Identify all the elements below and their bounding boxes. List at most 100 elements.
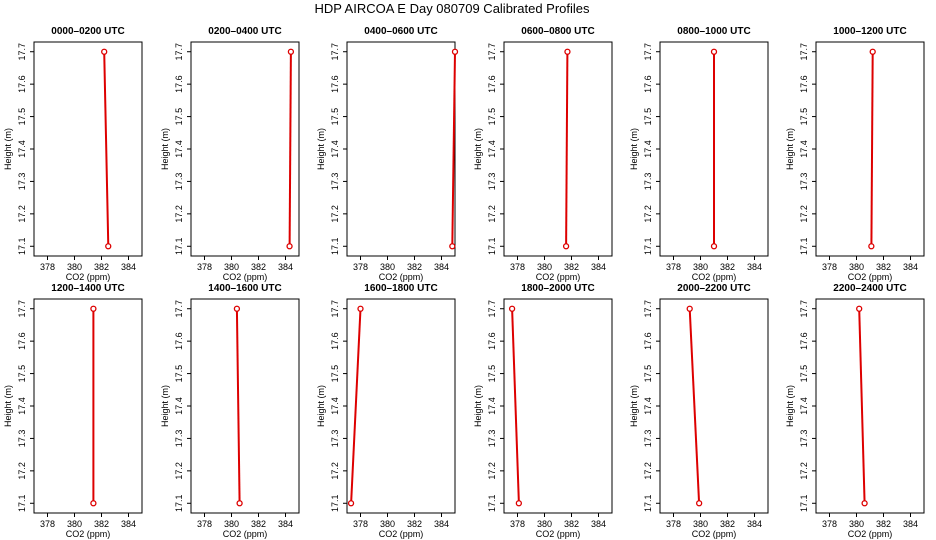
profile-panel: 0600–0800 UTC 378 380 382 384 CO2 (ppm) 17.1 17… xyxy=(473,26,613,282)
panel-title: 1800–2000 UTC xyxy=(521,283,594,294)
profile-point xyxy=(696,500,703,507)
profile-line xyxy=(451,51,456,247)
x-tick-label: 378 xyxy=(510,262,525,272)
y-axis-label: Height (m) xyxy=(785,128,795,170)
profile-point xyxy=(515,500,522,507)
y-tick-label: 17.1 xyxy=(330,495,340,513)
x-tick-label: 382 xyxy=(876,519,891,529)
profile-point xyxy=(357,305,364,312)
figure-title: HDP AIRCOA E Day 080709 Calibrated Profi… xyxy=(314,1,590,16)
y-tick-label: 17.1 xyxy=(799,238,809,256)
x-tick-label: 380 xyxy=(224,519,239,529)
y-axis-label: Height (m) xyxy=(160,385,170,427)
y-axis-label: Height (m) xyxy=(3,128,13,170)
y-tick-label: 17.4 xyxy=(330,140,340,158)
y-tick-label: 17.3 xyxy=(174,173,184,191)
y-tick-label: 17.6 xyxy=(17,75,27,93)
profile-line xyxy=(565,51,569,247)
profile-point xyxy=(562,243,570,250)
y-tick-label: 17.3 xyxy=(643,173,653,191)
y-axis-label: Height (m) xyxy=(629,128,639,170)
x-tick-label: 380 xyxy=(693,262,708,272)
panel-title: 0400–0600 UTC xyxy=(364,26,437,37)
profile-point xyxy=(856,305,863,312)
y-tick-label: 17.2 xyxy=(17,462,27,480)
x-tick-label: 384 xyxy=(747,519,762,529)
x-axis-label: CO2 (ppm) xyxy=(66,529,111,539)
y-tick-label: 17.1 xyxy=(17,238,27,256)
profile-line xyxy=(688,308,701,504)
profile-point xyxy=(710,243,718,250)
profile-line xyxy=(511,308,520,504)
panel-title: 2200–2400 UTC xyxy=(833,283,906,294)
x-tick-label: 384 xyxy=(591,519,606,529)
x-axis-label: CO2 (ppm) xyxy=(66,272,111,282)
y-tick-label: 17.7 xyxy=(330,300,340,318)
y-tick-label: 17.5 xyxy=(330,108,340,126)
x-tick-label: 382 xyxy=(876,262,891,272)
profile-point xyxy=(236,500,243,507)
x-axis-label: CO2 (ppm) xyxy=(536,272,581,282)
x-tick-label: 378 xyxy=(353,262,368,272)
panel-title: 1200–1400 UTC xyxy=(51,283,124,294)
y-tick-label: 17.2 xyxy=(799,205,809,223)
y-tick-label: 17.7 xyxy=(799,43,809,61)
y-axis-label: Height (m) xyxy=(473,128,483,170)
x-tick-label: 384 xyxy=(278,262,293,272)
profile-panel: 2000–2200 UTC 378 380 382 384 CO2 (ppm) 17.1 17… xyxy=(629,283,769,539)
x-tick-label: 378 xyxy=(666,262,681,272)
x-tick-label: 384 xyxy=(434,262,449,272)
y-tick-label: 17.3 xyxy=(17,173,27,191)
y-tick-label: 17.2 xyxy=(487,205,497,223)
y-tick-label: 17.1 xyxy=(330,238,340,256)
x-tick-label: 380 xyxy=(67,262,82,272)
panel-title: 1400–1600 UTC xyxy=(208,283,281,294)
y-tick-label: 17.5 xyxy=(174,108,184,126)
x-axis-label: CO2 (ppm) xyxy=(848,529,893,539)
x-tick-label: 380 xyxy=(380,519,395,529)
y-tick-label: 17.1 xyxy=(643,495,653,513)
y-tick-label: 17.3 xyxy=(643,430,653,448)
profile-panel: 1400–1600 UTC 378 380 382 384 CO2 (ppm) 17.1 17… xyxy=(160,283,300,539)
y-tick-label: 17.2 xyxy=(643,205,653,223)
x-tick-label: 384 xyxy=(278,519,293,529)
profile-line xyxy=(858,308,866,504)
y-tick-label: 17.4 xyxy=(799,397,809,415)
y-axis-label: Height (m) xyxy=(160,128,170,170)
profile-point xyxy=(287,48,295,55)
y-tick-label: 17.6 xyxy=(643,75,653,93)
panel-title: 1000–1200 UTC xyxy=(833,26,906,37)
profile-point xyxy=(861,500,868,507)
y-tick-label: 17.3 xyxy=(799,173,809,191)
profile-point xyxy=(710,48,718,55)
x-tick-label: 382 xyxy=(720,519,735,529)
x-tick-label: 380 xyxy=(693,519,708,529)
x-axis-label: CO2 (ppm) xyxy=(223,529,268,539)
y-tick-label: 17.6 xyxy=(799,332,809,350)
x-tick-label: 380 xyxy=(537,262,552,272)
y-tick-label: 17.3 xyxy=(487,430,497,448)
x-tick-label: 382 xyxy=(94,262,109,272)
x-tick-label: 384 xyxy=(434,519,449,529)
y-tick-label: 17.2 xyxy=(330,462,340,480)
x-tick-label: 382 xyxy=(564,519,579,529)
y-tick-label: 17.6 xyxy=(799,75,809,93)
profile-panel: 1200–1400 UTC 378 380 382 384 CO2 (ppm) 17.1 17… xyxy=(3,283,143,539)
y-axis-label: Height (m) xyxy=(316,128,326,170)
y-tick-label: 17.2 xyxy=(17,205,27,223)
y-tick-label: 17.4 xyxy=(799,140,809,158)
x-axis-label: CO2 (ppm) xyxy=(379,272,424,282)
x-tick-label: 384 xyxy=(121,262,136,272)
profile-line xyxy=(288,51,292,247)
y-tick-label: 17.1 xyxy=(17,495,27,513)
panel-title: 2000–2200 UTC xyxy=(677,283,750,294)
x-tick-label: 382 xyxy=(251,519,266,529)
y-tick-label: 17.3 xyxy=(17,430,27,448)
profile-point xyxy=(869,48,876,55)
y-tick-label: 17.5 xyxy=(17,108,27,126)
x-tick-label: 378 xyxy=(40,262,55,272)
y-tick-label: 17.5 xyxy=(799,365,809,383)
y-tick-label: 17.4 xyxy=(174,397,184,415)
